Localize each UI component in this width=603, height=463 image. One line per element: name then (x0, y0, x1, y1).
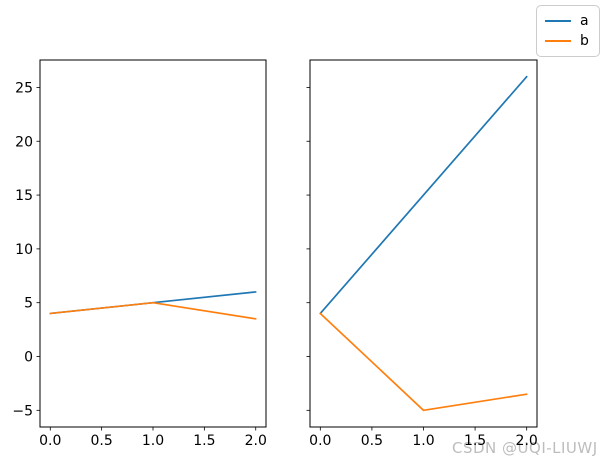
legend-line-sample (545, 20, 571, 23)
x-tick-label: 0.5 (361, 433, 383, 449)
series-line-b (319, 312, 528, 412)
legend-item-b: b (545, 34, 591, 48)
y-tick-label: 15 (15, 188, 33, 204)
x-tick-label: 1.0 (412, 433, 434, 449)
axes-spines (39, 59, 267, 428)
legend-item-a: a (545, 14, 591, 28)
x-tick-label: 0.0 (39, 433, 61, 449)
x-tick-label: 2.0 (516, 433, 538, 449)
legend-label: b (580, 32, 589, 49)
y-tick-label: 10 (15, 242, 33, 258)
watermark: CSDN @UQI-LIUWJ (452, 439, 598, 457)
x-tick-label: 1.5 (464, 433, 486, 449)
y-tick-label: 25 (15, 80, 33, 96)
y-tick-label: 5 (24, 296, 33, 312)
subplot-left: 0.0 0.5 1.0 1.5 2.0 −5 0 5 10 15 20 25 (12, 59, 267, 449)
legend-line-sample (545, 39, 571, 42)
y-tick-label: 20 (15, 134, 33, 150)
series-line-b (49, 301, 257, 320)
y-tick-label: −5 (12, 403, 33, 419)
series-line-a (319, 75, 528, 315)
axes-spines (309, 59, 538, 428)
y-tick-label: 0 (24, 350, 33, 366)
subplot-right: 0.0 0.5 1.0 1.5 2.0 (306, 59, 538, 449)
x-tick-label: 2.0 (245, 433, 267, 449)
x-tick-label: 0.0 (309, 433, 331, 449)
x-tick-label: 1.0 (142, 433, 164, 449)
x-tick-label: 1.5 (193, 433, 215, 449)
x-tick-label: 0.5 (91, 433, 113, 449)
legend-label: a (580, 13, 589, 30)
